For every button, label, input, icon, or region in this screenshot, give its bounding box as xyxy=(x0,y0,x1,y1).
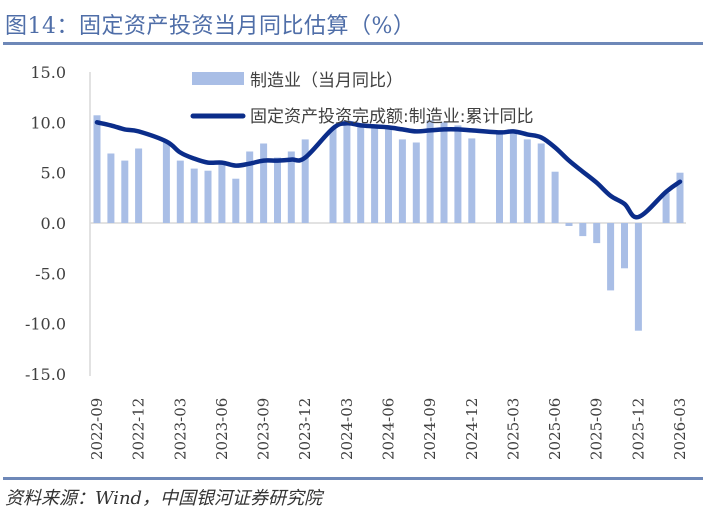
bar xyxy=(426,120,434,223)
x-tick-label: 2025-06 xyxy=(546,398,564,460)
legend-bar-swatch xyxy=(192,72,244,85)
bar xyxy=(204,170,212,223)
bar-series xyxy=(93,115,684,331)
bar xyxy=(162,141,170,223)
x-tick-label: 2024-12 xyxy=(463,398,481,460)
x-tick-label: 2023-12 xyxy=(296,398,314,460)
bar xyxy=(468,138,476,223)
bar xyxy=(496,132,503,223)
bar xyxy=(412,142,420,223)
x-tick-label: 2023-09 xyxy=(255,398,273,460)
bar xyxy=(274,157,281,223)
bar xyxy=(301,139,309,223)
x-tick-label: 2023-03 xyxy=(171,398,189,460)
chart: 15.010.05.00.0-5.0-10.0-15.0 2022-09 2022… xyxy=(25,63,689,460)
y-tick-label: -10.0 xyxy=(25,315,66,334)
x-tick-label: 2025-12 xyxy=(629,398,647,460)
x-tick-label: 2023-06 xyxy=(213,398,231,460)
bar xyxy=(662,192,670,223)
x-axis-ticks: 2022-09 2022-12 2023-03 2023-06 2023-09 2023-… xyxy=(88,398,689,460)
y-tick-label: 0.0 xyxy=(41,214,66,233)
bar xyxy=(634,223,642,331)
legend-bar-label: 制造业（当月同比） xyxy=(250,71,403,91)
bar xyxy=(371,127,379,223)
y-tick-label: 10.0 xyxy=(30,113,66,132)
bar xyxy=(93,115,101,223)
bar xyxy=(246,151,254,223)
bar xyxy=(440,122,448,223)
y-tick-label: -15.0 xyxy=(25,365,66,384)
bar xyxy=(343,120,351,223)
bar xyxy=(287,151,295,223)
cumulative-yoy-line xyxy=(94,120,683,220)
source-divider xyxy=(3,477,703,480)
bar xyxy=(398,139,406,223)
bar xyxy=(523,139,531,223)
line-series xyxy=(94,120,683,220)
bar xyxy=(607,223,615,291)
bar xyxy=(176,160,184,223)
bar xyxy=(621,223,628,269)
bar xyxy=(107,153,115,223)
bar xyxy=(190,168,198,223)
bar xyxy=(509,131,517,223)
bar xyxy=(329,128,337,223)
x-tick-label: 2024-03 xyxy=(338,398,356,460)
x-tick-label: 2022-12 xyxy=(130,398,148,460)
y-tick-label: 5.0 xyxy=(41,164,66,183)
bar xyxy=(676,172,684,223)
title-divider xyxy=(3,42,703,45)
bar xyxy=(579,223,587,237)
y-tick-label: -5.0 xyxy=(35,264,66,283)
x-tick-label: 2024-06 xyxy=(380,398,398,460)
bar xyxy=(121,160,129,223)
bar xyxy=(593,223,601,244)
bar xyxy=(357,127,365,223)
x-tick-label: 2022-09 xyxy=(88,398,106,460)
x-tick-label: 2025-09 xyxy=(588,398,606,460)
chart-title: 图14：固定资产投资当月同比估算（%） xyxy=(5,14,416,39)
x-tick-label: 2025-03 xyxy=(504,398,522,460)
bar xyxy=(565,223,573,226)
legend-line-label: 固定资产投资完成额:制造业:累计同比 xyxy=(250,107,533,127)
bar xyxy=(537,143,545,223)
y-tick-label: 15.0 xyxy=(30,63,66,82)
y-axis-ticks: 15.0 10.0 5.0 0.0 -5.0 -10.0 -15.0 xyxy=(25,63,66,384)
bar xyxy=(454,125,462,223)
bar xyxy=(551,171,559,223)
x-tick-label: 2024-09 xyxy=(421,398,439,460)
bar xyxy=(260,143,268,223)
bar xyxy=(218,162,226,223)
bar xyxy=(135,148,143,223)
legend: 制造业（当月同比） 固定资产投资完成额:制造业:累计同比 xyxy=(190,71,533,127)
bar xyxy=(385,126,392,223)
x-tick-label: 2026-03 xyxy=(671,398,689,460)
bar xyxy=(232,178,240,223)
source-note: 资料来源：Wind，中国银河证券研究院 xyxy=(5,488,323,509)
